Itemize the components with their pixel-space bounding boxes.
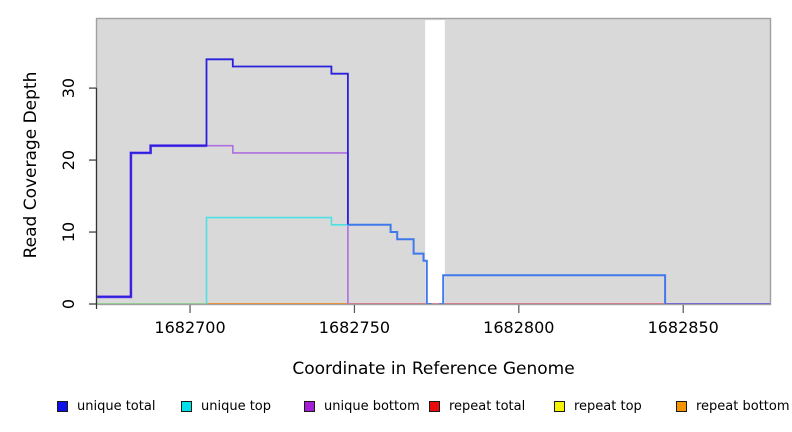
legend-swatch-repeat-bottom — [676, 401, 687, 412]
legend-item-unique-bottom: unique bottom — [304, 399, 420, 414]
legend-swatch-repeat-total — [429, 401, 440, 412]
series-line-unique-total-right-staircase — [347, 223, 432, 305]
x-tick-label: 1682850 — [648, 318, 719, 337]
y-tick-label: 20 — [59, 150, 78, 170]
legend: unique total unique top unique bottom repea… — [0, 399, 792, 423]
masked-region — [425, 20, 445, 304]
x-axis-title: Coordinate in Reference Genome — [292, 359, 575, 379]
legend-label: unique top — [201, 399, 272, 414]
legend-swatch-unique-top — [181, 401, 192, 412]
legend-item-repeat-total: repeat total — [429, 399, 525, 414]
legend-swatch-unique-total — [57, 401, 68, 412]
legend-label: repeat top — [574, 399, 642, 414]
x-tick-label: 1682700 — [154, 318, 225, 337]
x-tick-label: 1682750 — [319, 318, 390, 337]
series-line-unique-top-visible — [205, 216, 352, 304]
y-axis-title: Read Coverage Depth — [21, 71, 41, 259]
series-line-unique-total-left — [97, 58, 349, 298]
legend-item-repeat-bottom: repeat bottom — [676, 399, 790, 414]
x-tick-label: 1682800 — [483, 318, 554, 337]
y-tick-label: 30 — [59, 78, 78, 98]
y-tick-label: 10 — [59, 222, 78, 242]
legend-swatch-unique-bottom — [304, 401, 315, 412]
legend-item-unique-total: unique total — [57, 399, 155, 414]
legend-label: unique total — [77, 399, 156, 414]
legend-swatch-repeat-top — [554, 401, 565, 412]
legend-item-repeat-top: repeat top — [554, 399, 642, 414]
legend-label: repeat bottom — [696, 399, 790, 414]
legend-label: repeat total — [449, 399, 526, 414]
legend-label: unique bottom — [324, 399, 420, 414]
legend-item-unique-top: unique top — [181, 399, 271, 414]
y-tick-label: 0 — [59, 299, 78, 309]
